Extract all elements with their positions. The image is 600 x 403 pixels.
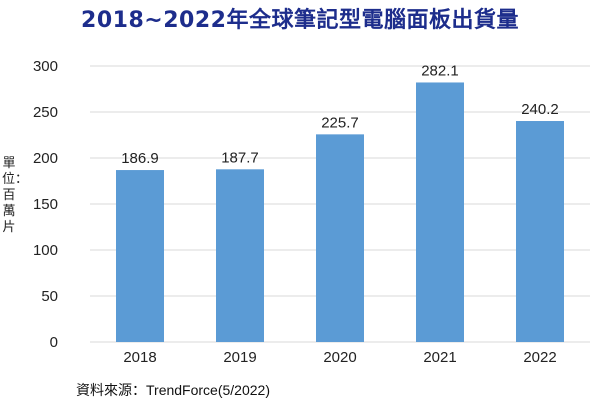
bar-2018 (116, 170, 164, 342)
x-tick-label-2019: 2019 (223, 349, 256, 366)
chart-title: 2018~2022年全球筆記型電腦面板出貨量 (81, 8, 519, 33)
data-label-2020: 225.7 (321, 114, 359, 131)
bar-2021 (416, 82, 464, 342)
y-tick-label: 50 (41, 288, 58, 305)
y-tick-label: 200 (33, 150, 58, 167)
x-tick-label-2020: 2020 (323, 349, 356, 366)
bar-2020 (316, 134, 364, 342)
y-tick-label: 250 (33, 104, 58, 121)
x-tick-label-2021: 2021 (423, 349, 456, 366)
data-label-2018: 186.9 (121, 150, 159, 167)
y-tick-label: 300 (33, 58, 58, 75)
x-tick-labels: 2018 2019 2020 2021 2022 (123, 349, 556, 366)
bars (116, 82, 564, 343)
y-tick-label: 150 (33, 196, 58, 213)
data-label-2021: 282.1 (421, 62, 459, 79)
bar-2019 (216, 169, 264, 342)
y-tick-labels: 0 50 100 150 200 250 300 (33, 58, 58, 351)
source-note: 資料來源：TrendForce(5/2022) (76, 382, 270, 398)
data-label-2019: 187.7 (221, 149, 259, 166)
y-tick-label: 100 (33, 242, 58, 259)
x-tick-label-2018: 2018 (123, 349, 156, 366)
x-tick-label-2022: 2022 (523, 349, 556, 366)
data-label-2022: 240.2 (521, 101, 559, 118)
data-labels: 186.9 187.7 225.7 282.1 240.2 (121, 62, 559, 167)
bar-2022 (516, 121, 564, 343)
y-tick-label: 0 (50, 334, 58, 351)
